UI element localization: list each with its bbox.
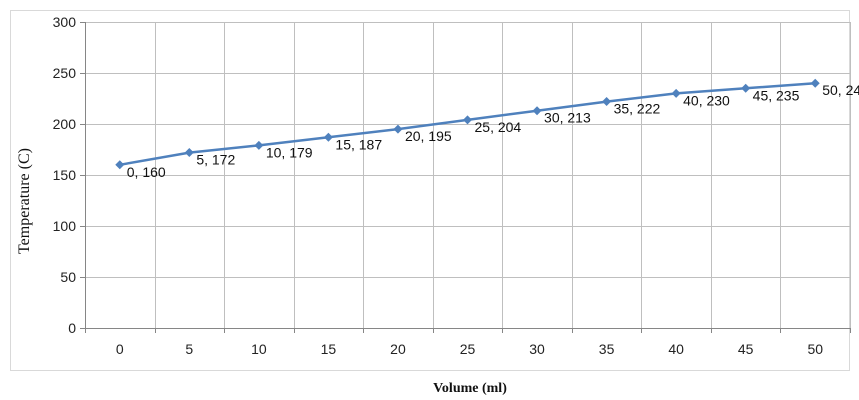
data-label: 25, 204: [475, 119, 522, 135]
data-label: 15, 187: [335, 136, 382, 152]
y-tick-label: 50: [60, 269, 76, 285]
x-axis-title: Volume (ml): [433, 381, 507, 396]
y-tick-label: 150: [53, 167, 77, 183]
data-label: 45, 235: [753, 87, 800, 103]
data-point-marker: [463, 115, 472, 125]
tick-labels: 0 50 100 150 200 250 300 0 5 10 15 20 25 30 35 40 45 50: [53, 14, 824, 357]
x-tick-label: 50: [807, 341, 823, 357]
y-tick-label: 0: [68, 320, 76, 336]
x-tick-label: 10: [251, 341, 267, 357]
x-tick-label: 25: [460, 341, 476, 357]
data-point-marker: [184, 148, 194, 158]
data-label: 35, 222: [614, 101, 661, 117]
data-label: 10, 179: [266, 144, 313, 160]
x-tick-label: 5: [185, 341, 193, 357]
data-point-marker: [393, 124, 403, 134]
y-tick-label: 250: [53, 65, 77, 81]
chart-grid: [85, 22, 851, 328]
x-tick-label: 40: [668, 341, 684, 357]
x-tick-label: 45: [738, 341, 754, 357]
x-tick-label: 20: [390, 341, 406, 357]
chart-axes: [80, 22, 851, 333]
data-point-marker: [323, 132, 333, 142]
y-tick-label: 300: [53, 14, 77, 30]
x-tick-label: 30: [529, 341, 545, 357]
data-label: 5, 172: [196, 152, 235, 168]
data-point-marker: [254, 140, 264, 150]
chart-border: [10, 10, 850, 371]
data-point-marker: [115, 160, 125, 170]
data-point-marker: [810, 78, 820, 88]
y-axis-title: Temperature (C): [16, 148, 33, 254]
data-point-marker: [741, 83, 751, 93]
data-label: 20, 195: [405, 128, 452, 144]
data-point-marker: [532, 106, 542, 116]
y-tick-label: 100: [53, 218, 77, 234]
y-tick-label: 200: [53, 116, 77, 132]
x-tick-label: 35: [599, 341, 615, 357]
data-label: 50, 24: [822, 82, 859, 98]
data-point-marker: [671, 88, 681, 98]
data-label: 30, 213: [544, 110, 591, 126]
data-labels: 0, 160 5, 172 10, 179 15, 187 20, 195 25, 204…: [127, 82, 859, 180]
data-point-marker: [602, 97, 612, 107]
data-label: 40, 230: [683, 92, 730, 108]
x-tick-label: 0: [116, 341, 124, 357]
series-line-group: [115, 78, 820, 170]
data-label: 0, 160: [127, 164, 166, 180]
x-tick-label: 15: [321, 341, 337, 357]
